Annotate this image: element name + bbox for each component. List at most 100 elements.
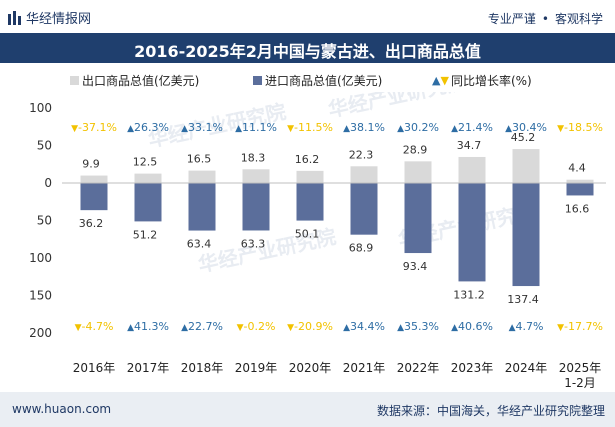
- growth-value: 21.4%: [458, 121, 493, 134]
- legend-export-swatch: [70, 76, 79, 85]
- export-growth-label: ▲11.1%: [235, 121, 277, 134]
- import-bar: [134, 183, 162, 222]
- y-axis: 100 50 0 50 100 150 200: [29, 101, 52, 340]
- x-tick-line: 2017年: [127, 361, 170, 375]
- import-bar: [242, 183, 270, 231]
- legend-up-triangle-icon: ▲: [432, 74, 441, 87]
- export-growth-label: ▲30.2%: [397, 121, 439, 134]
- footer-url[interactable]: www.huaon.com: [12, 402, 112, 416]
- export-bar: [458, 156, 486, 183]
- import-bar: [566, 183, 594, 196]
- down-triangle-icon: ▼: [557, 124, 564, 134]
- x-tick-label: 2022年: [397, 361, 440, 375]
- x-tick-line: 2018年: [181, 361, 224, 375]
- top-bar: 华经情报网 专业严谨 • 客观科学: [0, 0, 615, 34]
- export-value-label: 18.3: [241, 151, 266, 164]
- import-value-label: 137.4: [507, 293, 539, 306]
- up-triangle-icon: ▲: [127, 323, 134, 333]
- down-triangle-icon: ▼: [237, 323, 244, 333]
- import-bar: [80, 183, 108, 211]
- export-value-label: 45.2: [511, 131, 536, 144]
- export-value-label: 16.2: [295, 153, 320, 166]
- export-bar: [350, 166, 378, 183]
- import-bar: [188, 183, 216, 231]
- growth-value: -37.1%: [78, 121, 117, 134]
- watermark-text: 华经产业研究院: [326, 92, 468, 122]
- x-tick-line: 1-2月: [564, 376, 596, 390]
- title-bar: 2016-2025年2月中国与蒙古进、出口商品总值: [0, 33, 615, 63]
- x-tick-line: 2025年: [559, 361, 602, 375]
- growth-value: 38.1%: [350, 121, 385, 134]
- export-growth-label: ▼-18.5%: [557, 121, 603, 134]
- x-tick-line: 2021年: [343, 361, 386, 375]
- export-bar: [566, 179, 594, 183]
- import-bar: [404, 183, 432, 254]
- up-triangle-icon: ▲: [181, 323, 188, 333]
- legend-import-label: 进口商品总值(亿美元): [265, 74, 383, 88]
- export-growth-label: ▲21.4%: [451, 121, 493, 134]
- brand[interactable]: 华经情报网: [8, 8, 91, 27]
- chart-area: 华经产业研究院华经产业研究院华经产业研究院华经产业研究院 10050050100…: [29, 92, 606, 390]
- growth-value: 34.4%: [350, 320, 385, 333]
- import-value-label: 50.1: [295, 228, 320, 241]
- export-growth-label: ▲33.1%: [181, 121, 223, 134]
- export-bar: [404, 161, 432, 183]
- tagline-left: 专业严谨: [487, 12, 536, 26]
- x-tick-line: 2016年: [73, 361, 116, 375]
- x-tick-label: 2023年: [451, 361, 494, 375]
- up-triangle-icon: ▲: [509, 323, 516, 333]
- up-triangle-icon: ▲: [181, 124, 188, 134]
- down-triangle-icon: ▼: [75, 323, 82, 333]
- import-bar: [458, 183, 486, 282]
- x-tick-label: 2021年: [343, 361, 386, 375]
- brand-logo-icon: [8, 10, 21, 25]
- down-triangle-icon: ▼: [557, 323, 564, 333]
- x-tick-line: 2022年: [397, 361, 440, 375]
- import-value-label: 16.6: [565, 202, 590, 215]
- export-value-label: 34.7: [457, 139, 482, 152]
- export-value-label: 22.3: [349, 148, 374, 161]
- y-tick-label: 100: [29, 251, 52, 265]
- import-value-label: 63.3: [241, 237, 266, 250]
- import-growth-label: ▲35.3%: [397, 320, 439, 333]
- y-tick-label: 0: [44, 176, 52, 190]
- footer: www.huaon.com 数据来源：中国海关，华经产业研究院整理: [0, 392, 615, 427]
- import-bar: [350, 183, 378, 235]
- growth-value: 22.7%: [188, 320, 223, 333]
- footer-source: 数据来源：中国海关，华经产业研究院整理: [376, 404, 605, 418]
- x-tick-label: 2017年: [127, 361, 170, 375]
- export-growth-label: ▲38.1%: [343, 121, 385, 134]
- up-triangle-icon: ▲: [343, 323, 350, 333]
- growth-value: -17.7%: [564, 320, 603, 333]
- growth-value: 41.3%: [134, 320, 169, 333]
- x-tick-line: 2020年: [289, 361, 332, 375]
- y-tick-label: 150: [29, 289, 52, 303]
- tagline-separator: •: [541, 12, 549, 26]
- down-triangle-icon: ▼: [71, 124, 78, 134]
- import-value-label: 51.2: [133, 228, 158, 241]
- legend: 出口商品总值(亿美元) 进口商品总值(亿美元) ▲ ▼ 同比增长率(%): [0, 72, 615, 92]
- up-triangle-icon: ▲: [235, 124, 242, 134]
- export-growth-label: ▲30.4%: [505, 121, 547, 134]
- export-growth-label: ▼-37.1%: [71, 121, 117, 134]
- import-growth-label: ▲34.4%: [343, 320, 385, 333]
- y-tick-label: 50: [37, 139, 52, 153]
- export-bar: [242, 169, 270, 183]
- import-value-label: 68.9: [349, 242, 374, 255]
- up-triangle-icon: ▲: [505, 124, 512, 134]
- x-tick-label: 2020年: [289, 361, 332, 375]
- legend-down-triangle-icon: ▼: [440, 74, 449, 87]
- export-bar: [296, 170, 324, 183]
- export-bar: [188, 170, 216, 183]
- up-triangle-icon: ▲: [451, 323, 458, 333]
- growth-value: -4.7%: [82, 320, 114, 333]
- growth-value: -0.2%: [244, 320, 276, 333]
- y-tick-label: 200: [29, 326, 52, 340]
- import-growth-label: ▲40.6%: [451, 320, 493, 333]
- up-triangle-icon: ▲: [343, 124, 350, 134]
- brand-name: 华经情报网: [26, 12, 92, 27]
- tagline-right: 客观科学: [554, 12, 603, 26]
- down-triangle-icon: ▼: [287, 124, 294, 134]
- up-triangle-icon: ▲: [397, 323, 404, 333]
- bars-layer: [80, 149, 594, 287]
